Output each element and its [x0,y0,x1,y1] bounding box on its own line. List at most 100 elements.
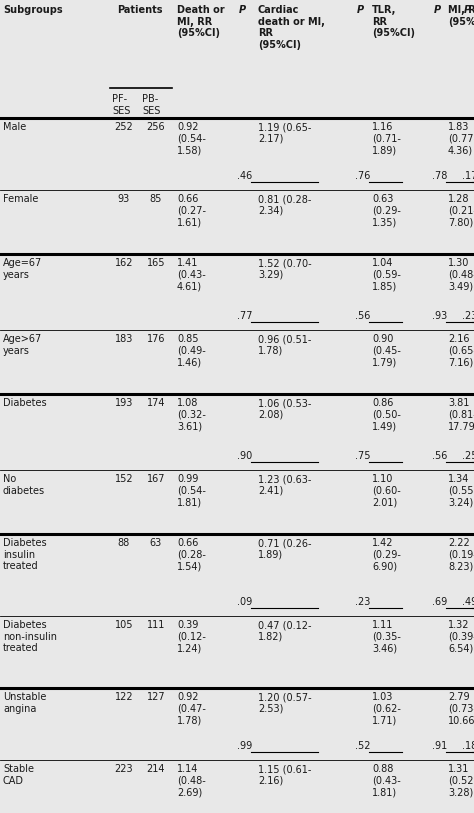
Text: 0.90
(0.45-
1.79): 0.90 (0.45- 1.79) [372,334,401,367]
Text: Diabetes
non-insulin
treated: Diabetes non-insulin treated [3,620,57,653]
Text: 2.22
(0.19-
8.23): 2.22 (0.19- 8.23) [448,538,474,572]
Text: .46: .46 [237,171,252,181]
Text: 0.92
(0.54-
1.58): 0.92 (0.54- 1.58) [177,122,206,155]
Text: .90: .90 [237,451,252,461]
Text: 174: 174 [147,398,165,408]
Text: .17: .17 [462,171,474,181]
Text: P: P [357,5,364,15]
Text: 0.63
(0.29-
1.35): 0.63 (0.29- 1.35) [372,194,401,227]
Text: 0.86
(0.50-
1.49): 0.86 (0.50- 1.49) [372,398,401,431]
Text: 1.31
(0.52-
3.28): 1.31 (0.52- 3.28) [448,764,474,798]
Text: P: P [464,5,471,15]
Text: .69: .69 [432,597,447,607]
Text: Stable
CAD: Stable CAD [3,764,34,785]
Text: Age>67
years: Age>67 years [3,334,42,355]
Text: 0.92
(0.47-
1.78): 0.92 (0.47- 1.78) [177,692,206,725]
Text: 2.79
(0.73-
10.66): 2.79 (0.73- 10.66) [448,692,474,725]
Text: 0.96 (0.51-
1.78): 0.96 (0.51- 1.78) [258,334,311,355]
Text: 0.81 (0.28-
2.34): 0.81 (0.28- 2.34) [258,194,311,215]
Text: 183: 183 [115,334,133,344]
Text: 2.16
(0.65-
7.16): 2.16 (0.65- 7.16) [448,334,474,367]
Text: 1.32
(0.39-
6.54): 1.32 (0.39- 6.54) [448,620,474,653]
Text: 252: 252 [115,122,133,132]
Text: .75: .75 [355,451,371,461]
Text: 1.83
(0.77-
4.36): 1.83 (0.77- 4.36) [448,122,474,155]
Text: .91: .91 [432,741,447,751]
Text: .56: .56 [355,311,370,321]
Text: 88: 88 [118,538,130,548]
Text: 1.52 (0.70-
3.29): 1.52 (0.70- 3.29) [258,258,311,280]
Text: 0.99
(0.54-
1.81): 0.99 (0.54- 1.81) [177,474,206,507]
Text: Cardiac
death or MI,
RR
(95%CI): Cardiac death or MI, RR (95%CI) [258,5,325,50]
Text: Unstable
angina: Unstable angina [3,692,46,714]
Text: 1.15 (0.61-
2.16): 1.15 (0.61- 2.16) [258,764,311,785]
Text: TLR,
RR
(95%CI): TLR, RR (95%CI) [372,5,415,38]
Text: .23: .23 [462,311,474,321]
Text: 105: 105 [115,620,133,630]
Text: Age=67
years: Age=67 years [3,258,42,280]
Text: 1.20 (0.57-
2.53): 1.20 (0.57- 2.53) [258,692,311,714]
Text: 1.16
(0.71-
1.89): 1.16 (0.71- 1.89) [372,122,401,155]
Text: .09: .09 [237,597,252,607]
Text: 162: 162 [115,258,133,268]
Text: PB-
SES: PB- SES [142,94,160,115]
Text: 223: 223 [115,764,133,774]
Text: 1.10
(0.60-
2.01): 1.10 (0.60- 2.01) [372,474,401,507]
Text: Death or
MI, RR
(95%CI): Death or MI, RR (95%CI) [177,5,225,38]
Text: .52: .52 [355,741,371,751]
Text: .93: .93 [432,311,447,321]
Text: 193: 193 [115,398,133,408]
Text: .76: .76 [355,171,370,181]
Text: .99: .99 [237,741,252,751]
Text: 0.88
(0.43-
1.81): 0.88 (0.43- 1.81) [372,764,401,798]
Text: .18: .18 [462,741,474,751]
Text: 1.11
(0.35-
3.46): 1.11 (0.35- 3.46) [372,620,401,653]
Text: 0.39
(0.12-
1.24): 0.39 (0.12- 1.24) [177,620,206,653]
Text: Patients: Patients [117,5,162,15]
Text: 165: 165 [147,258,165,268]
Text: 1.08
(0.32-
3.61): 1.08 (0.32- 3.61) [177,398,206,431]
Text: 152: 152 [115,474,133,484]
Text: .56: .56 [432,451,447,461]
Text: 1.34
(0.55-
3.24): 1.34 (0.55- 3.24) [448,474,474,507]
Text: 167: 167 [147,474,165,484]
Text: MI, RR
(95%CI): MI, RR (95%CI) [448,5,474,27]
Text: 256: 256 [146,122,165,132]
Text: PF-
SES: PF- SES [112,94,130,115]
Text: Diabetes
insulin
treated: Diabetes insulin treated [3,538,46,572]
Text: Female: Female [3,194,38,204]
Text: 111: 111 [147,620,165,630]
Text: No
diabetes: No diabetes [3,474,45,496]
Text: 127: 127 [146,692,165,702]
Text: 1.06 (0.53-
2.08): 1.06 (0.53- 2.08) [258,398,311,420]
Text: Diabetes: Diabetes [3,398,46,408]
Text: 214: 214 [147,764,165,774]
Text: 1.04
(0.59-
1.85): 1.04 (0.59- 1.85) [372,258,401,291]
Text: 122: 122 [115,692,133,702]
Text: .23: .23 [355,597,370,607]
Text: .77: .77 [237,311,253,321]
Text: .49: .49 [462,597,474,607]
Text: 1.23 (0.63-
2.41): 1.23 (0.63- 2.41) [258,474,311,496]
Text: 1.41
(0.43-
4.61): 1.41 (0.43- 4.61) [177,258,206,291]
Text: 1.30
(0.48-
3.49): 1.30 (0.48- 3.49) [448,258,474,291]
Text: P: P [239,5,246,15]
Text: 0.85
(0.49-
1.46): 0.85 (0.49- 1.46) [177,334,206,367]
Text: 93: 93 [118,194,130,204]
Text: 0.66
(0.27-
1.61): 0.66 (0.27- 1.61) [177,194,206,227]
Text: 0.71 (0.26-
1.89): 0.71 (0.26- 1.89) [258,538,311,559]
Text: 63: 63 [150,538,162,548]
Text: 1.03
(0.62-
1.71): 1.03 (0.62- 1.71) [372,692,401,725]
Text: P: P [434,5,441,15]
Text: 1.14
(0.48-
2.69): 1.14 (0.48- 2.69) [177,764,206,798]
Text: .25: .25 [462,451,474,461]
Text: 1.28
(0.21-
7.80): 1.28 (0.21- 7.80) [448,194,474,227]
Text: Male: Male [3,122,26,132]
Text: 0.66
(0.28-
1.54): 0.66 (0.28- 1.54) [177,538,206,572]
Text: 176: 176 [147,334,165,344]
Text: 3.81
(0.81-
17.79): 3.81 (0.81- 17.79) [448,398,474,431]
Text: Subgroups: Subgroups [3,5,63,15]
Text: 85: 85 [150,194,162,204]
Text: .78: .78 [432,171,447,181]
Text: 0.47 (0.12-
1.82): 0.47 (0.12- 1.82) [258,620,311,641]
